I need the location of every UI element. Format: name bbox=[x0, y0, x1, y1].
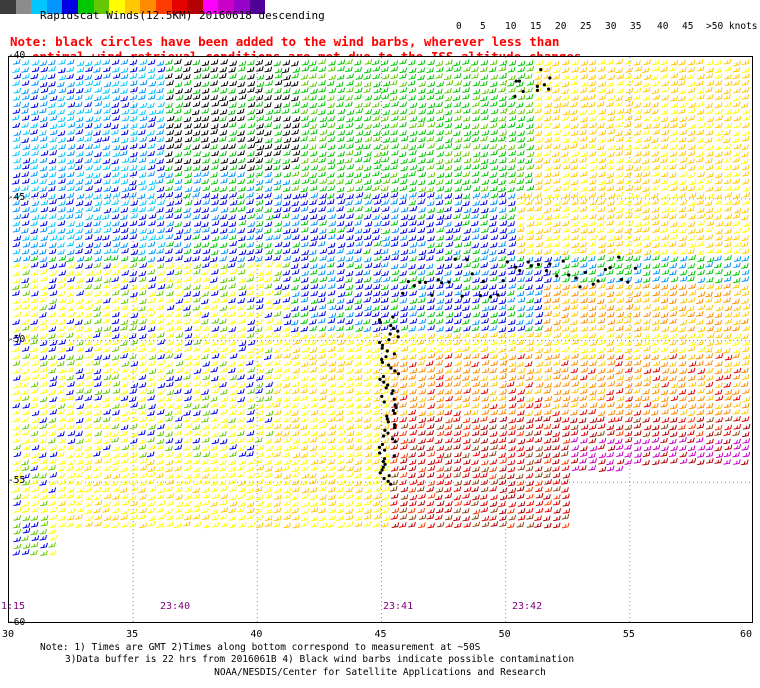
footer-credit: NOAA/NESDIS/Center for Satellite Applica… bbox=[214, 667, 546, 678]
footer-note-line-1: Note: 1) Times are GMT 2)Times along bot… bbox=[40, 642, 481, 653]
legend-label: 25 bbox=[580, 21, 592, 32]
longitude-tick-label: 60 bbox=[740, 629, 753, 640]
legend-swatch bbox=[62, 0, 78, 14]
wind-speed-legend bbox=[0, 0, 266, 14]
legend-label: 40 bbox=[657, 21, 669, 32]
latitude-tick-label: -55 bbox=[8, 475, 26, 487]
legend-swatch bbox=[46, 0, 63, 14]
legend-swatch bbox=[0, 0, 16, 14]
legend-label: 20 bbox=[555, 21, 567, 32]
longitude-tick-label: 30 bbox=[2, 629, 15, 640]
legend-label: 10 bbox=[505, 21, 517, 32]
footer-note-line-2: 3)Data buffer is 22 hrs from 2016061B 4)… bbox=[65, 654, 575, 665]
latitude-tick-label: -60 bbox=[8, 617, 26, 628]
latitude-tick-label: -50 bbox=[8, 333, 26, 345]
longitude-tick-label: 50 bbox=[498, 629, 511, 640]
legend-swatch bbox=[31, 0, 47, 14]
legend-swatch bbox=[171, 0, 188, 14]
legend-label: 30 bbox=[605, 21, 617, 32]
legend-swatch bbox=[93, 0, 110, 14]
map-title: Rapidscat Winds(12.5KM) 20160618 descend… bbox=[40, 9, 325, 22]
time-label: 1:15 bbox=[1, 601, 26, 612]
legend-swatch bbox=[140, 0, 156, 14]
time-label: 23:42 bbox=[512, 601, 543, 612]
legend-swatch bbox=[233, 0, 250, 14]
legend-swatch bbox=[155, 0, 172, 14]
latitude-tick-label: -45 bbox=[8, 191, 26, 203]
legend-label: >50 knots bbox=[706, 21, 758, 32]
time-label: 23:40 bbox=[160, 601, 191, 612]
legend-swatch bbox=[202, 0, 219, 14]
wind-barb-map bbox=[9, 57, 752, 622]
legend-label: 5 bbox=[480, 21, 486, 32]
legend-swatch bbox=[15, 0, 32, 14]
contamination-circles bbox=[377, 68, 638, 486]
legend-label: 0 bbox=[456, 21, 462, 32]
legend-label: 15 bbox=[530, 21, 542, 32]
wind-barbs bbox=[11, 58, 751, 557]
legend-swatch bbox=[109, 0, 125, 14]
note-line-1: Note: black circles have been added to t… bbox=[10, 34, 560, 49]
longitude-tick-label: 40 bbox=[250, 629, 263, 640]
latitude-tick-label: -40 bbox=[8, 50, 26, 61]
longitude-tick-label: 45 bbox=[374, 629, 387, 640]
legend-swatch bbox=[249, 0, 266, 14]
legend-swatch bbox=[77, 0, 94, 14]
longitude-tick-label: 55 bbox=[622, 629, 635, 640]
legend-swatch bbox=[187, 0, 203, 14]
legend-swatch bbox=[218, 0, 234, 14]
lat-lon-grid bbox=[9, 57, 752, 622]
legend-label: 35 bbox=[630, 21, 642, 32]
legend-label: 45 bbox=[682, 21, 694, 32]
time-label: 23:41 bbox=[383, 601, 414, 612]
legend-swatch bbox=[124, 0, 141, 14]
longitude-tick-label: 35 bbox=[126, 629, 139, 640]
wind-map-plot[interactable] bbox=[8, 56, 753, 623]
